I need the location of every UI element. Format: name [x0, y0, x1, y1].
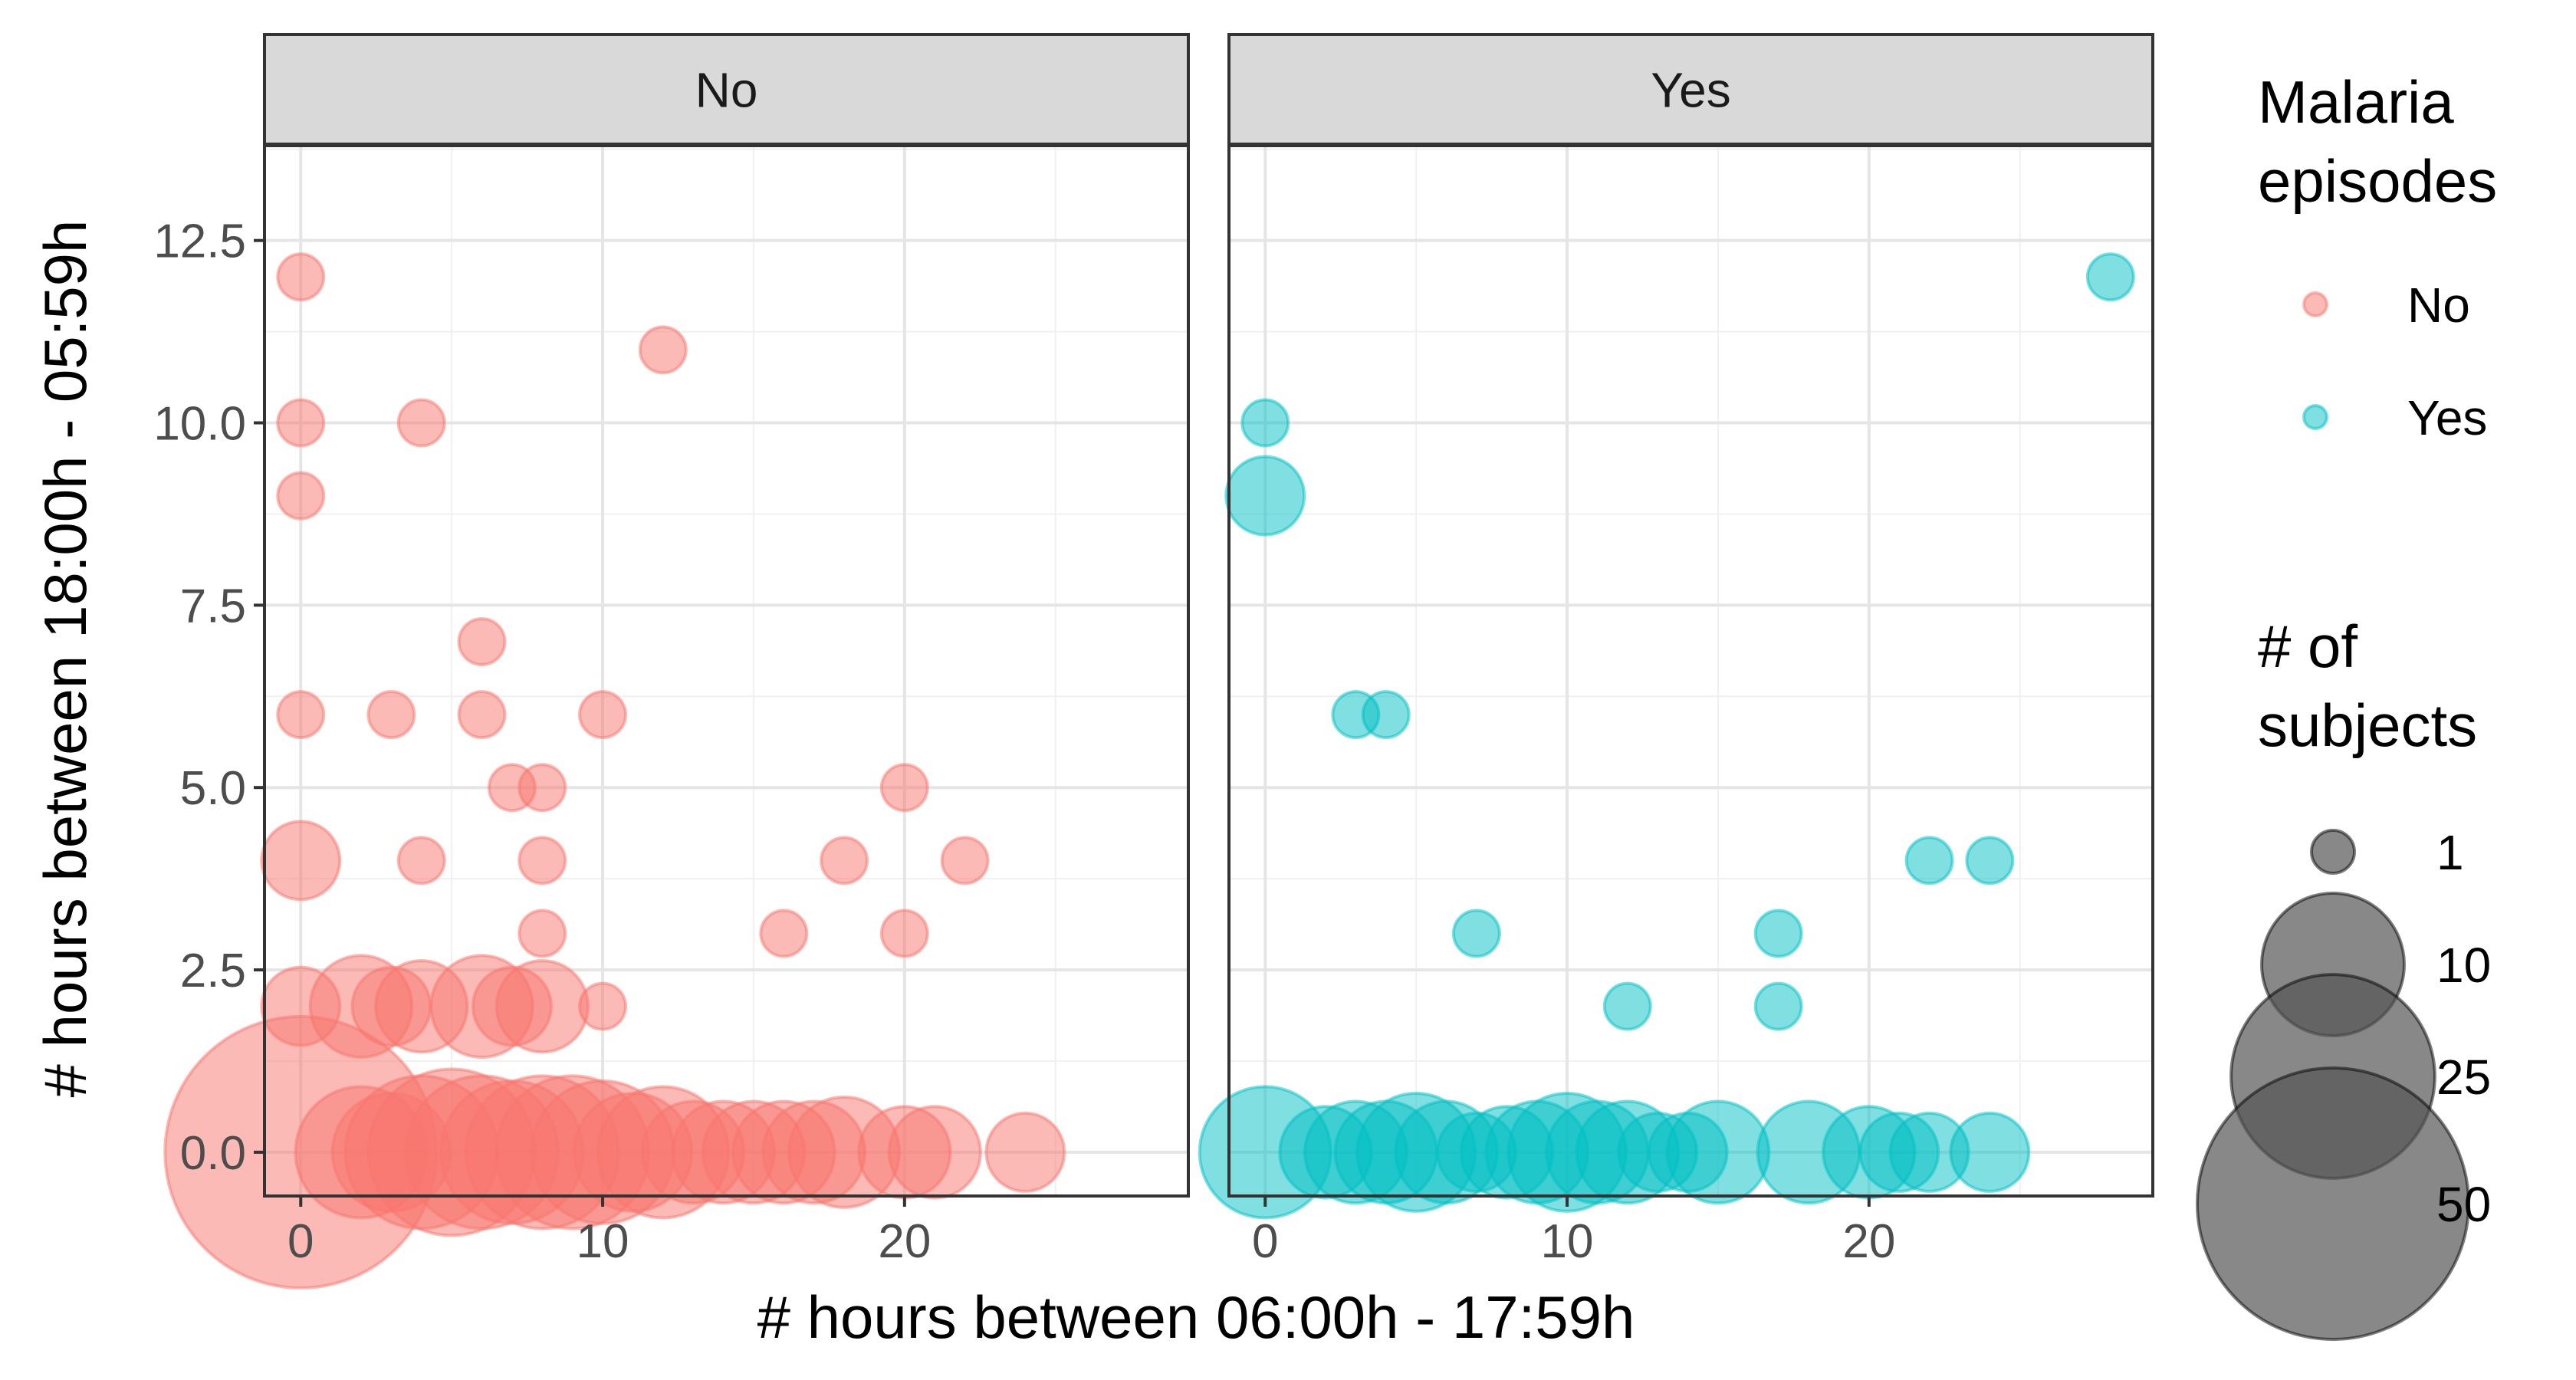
legend: Malaria episodes No Yes # of subjects 1 10 25 50 [2196, 68, 2497, 1341]
data-point [457, 690, 507, 740]
panel-background [1229, 146, 2153, 1196]
data-point [759, 909, 809, 958]
data-point [396, 398, 446, 448]
data-point [578, 690, 628, 740]
data-point [276, 252, 326, 302]
data-point [879, 909, 929, 958]
facet-strip-label: Yes [1651, 63, 1730, 118]
data-point [1753, 909, 1803, 958]
data-point [984, 1111, 1066, 1193]
data-point [2085, 252, 2135, 302]
y-tick-label: 0.0 [180, 1127, 246, 1180]
data-point [1240, 398, 1290, 448]
data-point [276, 690, 326, 740]
data-point [396, 836, 446, 886]
x-tick-label: 20 [1842, 1215, 1895, 1268]
data-point [879, 763, 929, 813]
y-tick-label: 12.5 [153, 215, 246, 268]
size-legend-title: subjects [2258, 692, 2477, 759]
facet-strip-label: No [695, 63, 758, 118]
data-point [471, 965, 553, 1047]
x-tick-label: 10 [1541, 1215, 1594, 1268]
data-point [518, 763, 567, 813]
color-legend-title: Malaria [2258, 68, 2454, 136]
data-point [1965, 836, 2015, 886]
data-point [578, 981, 628, 1031]
color-legend-label: Yes [2407, 390, 2487, 445]
data-point [330, 1091, 452, 1213]
data-point [1451, 909, 1501, 958]
size-legend-label: 1 [2436, 825, 2464, 880]
y-tick-label: 10.0 [153, 398, 246, 451]
data-point [638, 325, 688, 375]
x-tick-label: 10 [577, 1215, 629, 1268]
data-point [518, 836, 567, 886]
color-legend-key [2302, 291, 2328, 317]
y-axis-title: # hours between 18:00h - 05:59h [31, 220, 99, 1098]
data-point [940, 836, 990, 886]
data-point [820, 836, 869, 886]
size-legend-label: 25 [2436, 1050, 2491, 1105]
data-point [276, 471, 326, 521]
y-tick-label: 7.5 [180, 580, 246, 632]
data-point [761, 1099, 867, 1205]
panels-layer: No 0 10 20 0.0 2.5 5.0 7.5 10.0 12.5 Yes 0 10 20 [153, 33, 2154, 1290]
data-point [1602, 981, 1652, 1031]
data-point [276, 398, 326, 448]
color-legend-label: No [2407, 278, 2470, 333]
facet-strip [1227, 33, 2154, 146]
data-point [1224, 455, 1306, 537]
size-legend-key [2196, 1066, 2470, 1341]
data-point [887, 1105, 982, 1200]
data-point [350, 965, 432, 1047]
data-point [1435, 1111, 1517, 1193]
data-point [518, 909, 567, 958]
data-point [1361, 690, 1411, 740]
data-point [260, 965, 342, 1047]
panel-no: No 0 10 20 0.0 2.5 5.0 7.5 10.0 12.5 [153, 33, 1190, 1290]
facet-strip [263, 33, 1190, 146]
color-legend-title: episodes [2258, 147, 2497, 215]
y-tick-label: 2.5 [180, 945, 246, 997]
x-axis-title: # hours between 06:00h - 17:59h [757, 1283, 1635, 1351]
panel-yes: Yes 0 10 20 [1198, 33, 2154, 1268]
data-point [1278, 1105, 1373, 1200]
x-tick-label: 0 [288, 1215, 314, 1268]
data-point [457, 616, 507, 666]
data-point [1949, 1111, 2031, 1193]
data-point [1647, 1111, 1729, 1193]
x-tick-label: 0 [1252, 1215, 1278, 1268]
size-legend-title: # of [2258, 613, 2358, 680]
data-point [1753, 981, 1803, 1031]
size-legend-label: 10 [2436, 938, 2491, 993]
data-point [366, 690, 416, 740]
size-legend-key [2310, 829, 2356, 875]
data-point [1904, 836, 1954, 886]
data-point [260, 820, 342, 902]
color-legend-key [2302, 404, 2328, 430]
x-tick-label: 20 [878, 1215, 931, 1268]
size-legend-label: 50 [2436, 1177, 2491, 1232]
y-tick-label: 5.0 [180, 762, 246, 815]
